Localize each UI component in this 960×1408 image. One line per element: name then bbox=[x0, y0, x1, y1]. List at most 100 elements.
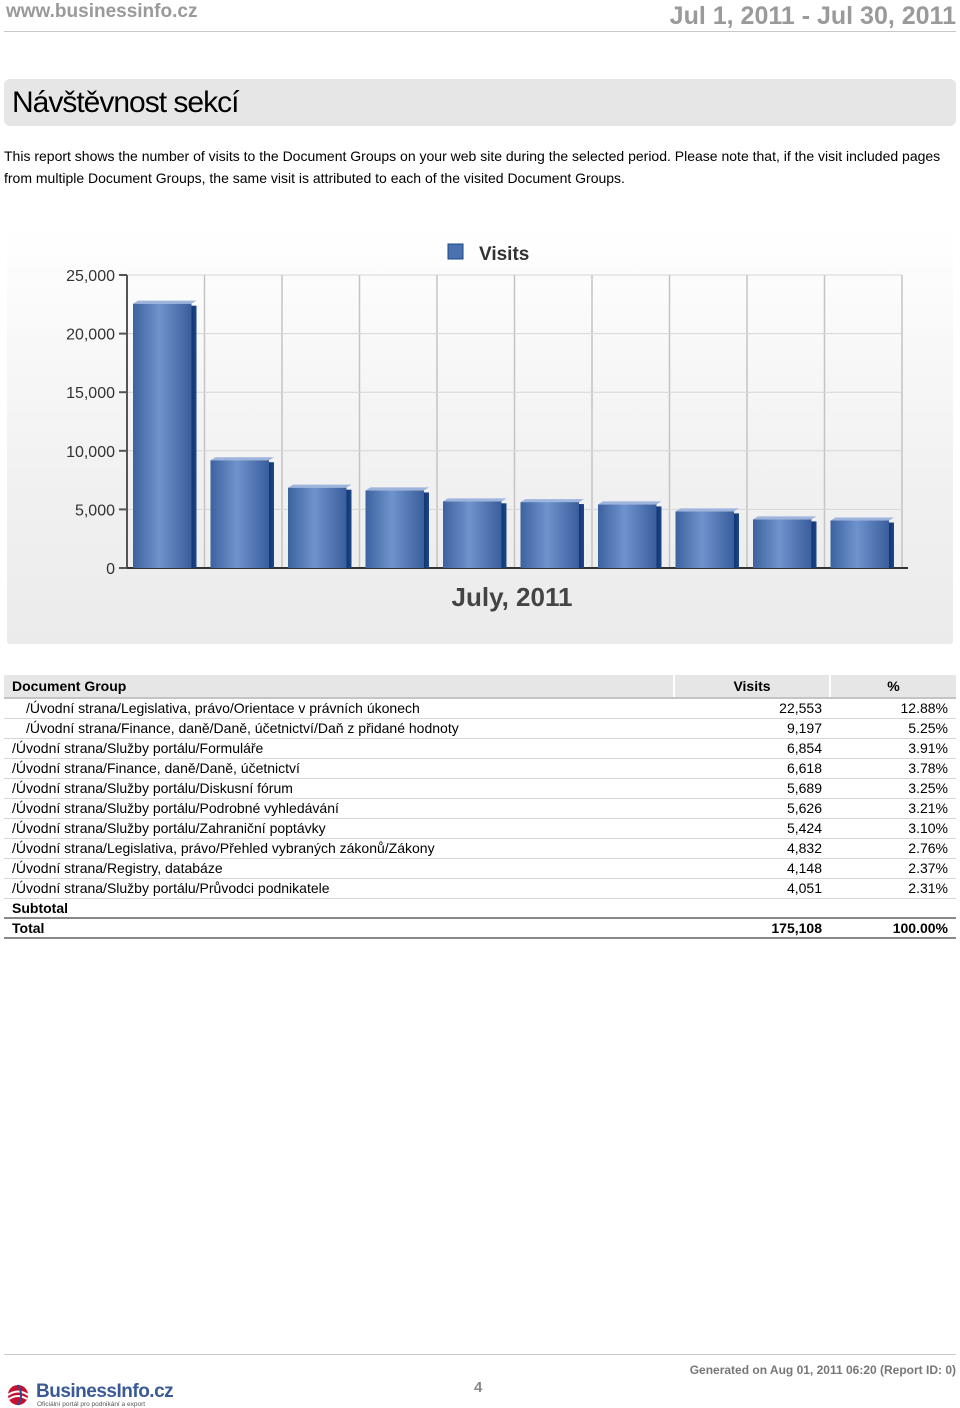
bar bbox=[598, 504, 657, 568]
row-percent: 2.37% bbox=[830, 858, 956, 879]
bar bbox=[675, 511, 734, 568]
row-percent: 3.78% bbox=[830, 758, 956, 779]
chart-svg: 0 5,000 10,000 15,000 20,000 25,000 Visits July… bbox=[66, 243, 908, 612]
logo-subtitle: Oficiální portál pro podnikání a export bbox=[37, 1401, 146, 1408]
row-document-group: /Úvodní strana/Služby portálu/Podrobné v… bbox=[4, 798, 674, 819]
row-document-group: /Úvodní strana/Finance, daně/Daně, účetn… bbox=[4, 718, 674, 739]
x-axis-label: July, 2011 bbox=[452, 582, 573, 612]
row-document-group: /Úvodní strana/Finance, daně/Daně, účetn… bbox=[4, 758, 674, 779]
table-row: /Úvodní strana/Registry, databáze 4,148 2.… bbox=[4, 858, 956, 879]
row-percent: 3.25% bbox=[830, 778, 956, 799]
bar-top bbox=[598, 501, 662, 505]
page-title: Návštěvnost sekcí bbox=[12, 86, 239, 119]
subtotal-percent bbox=[830, 898, 956, 919]
visits-chart: 0 5,000 10,000 15,000 20,000 25,000 Visits July… bbox=[7, 225, 953, 644]
total-label: Total bbox=[4, 918, 674, 939]
bar-top bbox=[675, 508, 739, 512]
row-visits: 5,424 bbox=[674, 818, 830, 839]
bar bbox=[753, 519, 812, 568]
bar-side bbox=[811, 521, 817, 568]
total-visits: 175,108 bbox=[674, 918, 830, 939]
row-visits: 9,197 bbox=[674, 718, 830, 739]
table-row: /Úvodní strana/Služby portálu/Průvodci p… bbox=[4, 878, 956, 899]
header-document-group: Document Group bbox=[4, 675, 674, 699]
table-row: /Úvodní strana/Finance, daně/Daně, účetn… bbox=[4, 718, 956, 739]
bar bbox=[520, 502, 579, 568]
bar-side bbox=[656, 506, 662, 568]
report-description: This report shows the number of visits t… bbox=[4, 148, 941, 186]
y-tick-label: 15,000 bbox=[66, 385, 115, 402]
row-percent: 3.91% bbox=[830, 738, 956, 759]
table-header-row: Document Group Visits % bbox=[4, 675, 956, 699]
subtotal-visits bbox=[674, 898, 830, 919]
row-visits: 6,854 bbox=[674, 738, 830, 759]
bar-side bbox=[579, 504, 584, 568]
subtotal-row: Subtotal bbox=[4, 898, 956, 919]
bar-top bbox=[753, 516, 817, 520]
title-bar: Návštěvnost sekcí bbox=[4, 79, 956, 126]
bar-side bbox=[501, 503, 507, 568]
row-document-group: /Úvodní strana/Legislativa, právo/Orient… bbox=[4, 698, 674, 719]
bar-top bbox=[133, 300, 197, 304]
bar-top bbox=[210, 457, 274, 461]
table-row: /Úvodní strana/Legislativa, právo/Přehle… bbox=[4, 838, 956, 859]
bar bbox=[365, 490, 424, 568]
site-url[interactable]: www.businessinfo.cz bbox=[6, 1, 198, 22]
y-tick-label: 20,000 bbox=[66, 327, 115, 344]
table-row: /Úvodní strana/Služby portálu/Diskusní f… bbox=[4, 778, 956, 799]
row-visits: 4,148 bbox=[674, 858, 830, 879]
table-row: /Úvodní strana/Legislativa, právo/Orient… bbox=[4, 698, 956, 719]
row-percent: 12.88% bbox=[830, 698, 956, 719]
bar-top bbox=[830, 517, 894, 521]
row-visits: 22,553 bbox=[674, 698, 830, 719]
legend-label: Visits bbox=[479, 244, 529, 265]
table-body: /Úvodní strana/Legislativa, právo/Orient… bbox=[4, 698, 956, 899]
y-tick-label: 5,000 bbox=[75, 502, 115, 519]
bar-top bbox=[520, 499, 584, 503]
subtotal-label: Subtotal bbox=[4, 898, 674, 919]
row-percent: 2.31% bbox=[830, 878, 956, 899]
table-row: /Úvodní strana/Služby portálu/Zahraniční… bbox=[4, 818, 956, 839]
bar bbox=[830, 520, 889, 568]
table-row: /Úvodní strana/Služby portálu/Formuláře 6… bbox=[4, 738, 956, 759]
page-number: 4 bbox=[474, 1379, 483, 1396]
row-visits: 5,689 bbox=[674, 778, 830, 799]
row-document-group: /Úvodní strana/Služby portálu/Formuláře bbox=[4, 738, 674, 759]
bar bbox=[210, 460, 269, 568]
bar-side bbox=[734, 513, 739, 568]
bar bbox=[133, 303, 192, 568]
row-document-group: /Úvodní strana/Služby portálu/Diskusní f… bbox=[4, 778, 674, 799]
row-percent: 3.10% bbox=[830, 818, 956, 839]
total-row: Total 175,108 100.00% bbox=[4, 918, 956, 939]
table-row: /Úvodní strana/Služby portálu/Podrobné v… bbox=[4, 798, 956, 819]
footer: BusinessInfo.cz Oficiální portál pro pod… bbox=[4, 1354, 956, 1408]
total-percent: 100.00% bbox=[830, 918, 956, 939]
bar-side bbox=[191, 305, 197, 568]
bar bbox=[288, 487, 347, 568]
header-visits: Visits bbox=[673, 675, 830, 699]
legend-swatch bbox=[447, 243, 464, 260]
row-document-group: /Úvodní strana/Registry, databáze bbox=[4, 858, 674, 879]
bar-side bbox=[346, 489, 352, 568]
businessinfo-logo[interactable]: BusinessInfo.cz Oficiální portál pro pod… bbox=[6, 1381, 174, 1408]
row-percent: 5.25% bbox=[830, 718, 956, 739]
bar-side bbox=[269, 462, 274, 568]
logo-globe-icon bbox=[7, 1384, 29, 1406]
bar-side bbox=[889, 522, 894, 568]
table-row: /Úvodní strana/Finance, daně/Daně, účetn… bbox=[4, 758, 956, 779]
report-table: Document Group Visits % /Úvodní strana/L… bbox=[4, 675, 956, 939]
y-tick-label: 25,000 bbox=[66, 268, 115, 285]
row-document-group: /Úvodní strana/Legislativa, právo/Přehle… bbox=[4, 838, 674, 859]
bar-top bbox=[365, 487, 429, 491]
bar-side bbox=[424, 492, 429, 568]
row-visits: 5,626 bbox=[674, 798, 830, 819]
site-header: www.businessinfo.cz Jul 1, 2011 - Jul 30… bbox=[4, 0, 956, 32]
header-percent: % bbox=[829, 675, 956, 699]
row-percent: 2.76% bbox=[830, 838, 956, 859]
y-tick-label: 10,000 bbox=[66, 444, 115, 461]
generated-info: Generated on Aug 01, 2011 06:20 (Report … bbox=[689, 1363, 956, 1377]
logo-text: BusinessInfo.cz bbox=[36, 1381, 174, 1402]
bar bbox=[443, 501, 502, 568]
row-visits: 4,832 bbox=[674, 838, 830, 859]
bar-top bbox=[288, 484, 352, 488]
